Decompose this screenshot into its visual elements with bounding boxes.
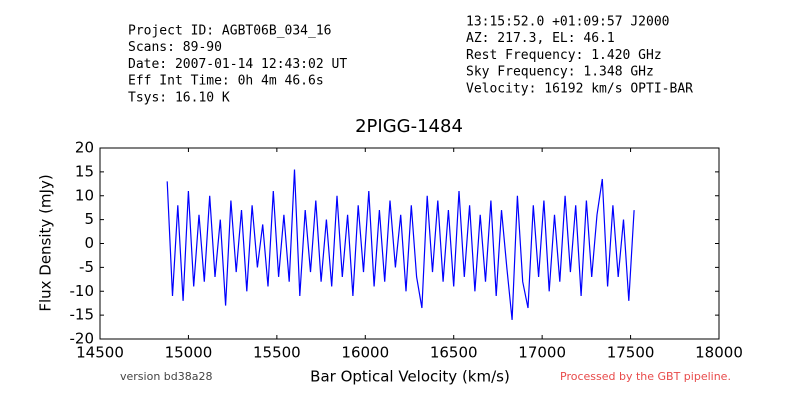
pipeline-note: Processed by the GBT pipeline.	[560, 370, 731, 383]
header-line: Velocity: 16192 km/s OPTI-BAR	[466, 81, 693, 96]
plot-frame	[99, 147, 720, 340]
header-line: Rest Frequency: 1.420 GHz	[466, 48, 662, 63]
y-tick-label: -5	[79, 258, 94, 276]
y-tick-label: -15	[70, 306, 95, 324]
x-tick-label: 15500	[253, 344, 301, 362]
y-tick-label: 10	[75, 186, 94, 204]
header-line: Project ID: AGBT06B_034_16	[128, 24, 332, 39]
header-line: Eff Int Time: 0h 4m 46.6s	[128, 74, 324, 89]
header-line: AZ: 217.3, EL: 46.1	[466, 31, 615, 46]
header-line: Date: 2007-01-14 12:43:02 UT	[128, 57, 347, 72]
x-tick-label: 18000	[695, 344, 743, 362]
chart-title: 2PIGG-1484	[355, 116, 463, 137]
y-tick-label: 15	[75, 162, 94, 180]
header-line: Sky Frequency: 1.348 GHz	[466, 65, 654, 80]
x-tick-label: 17500	[607, 344, 655, 362]
x-tick-label: 14500	[76, 344, 124, 362]
y-tick-label: -10	[70, 282, 95, 300]
x-axis-label: Bar Optical Velocity (km/s)	[310, 368, 510, 386]
x-tick-label: 15000	[165, 344, 213, 362]
spectrum-line	[166, 169, 635, 320]
header-line: Scans: 89-90	[128, 40, 222, 55]
y-tick-label: -20	[70, 330, 95, 348]
x-tick-label: 16500	[430, 344, 478, 362]
x-tick-label: 17000	[518, 344, 566, 362]
y-tick-label: 20	[75, 139, 94, 157]
y-tick-label: 5	[84, 210, 94, 228]
header-line: 13:15:52.0 +01:09:57 J2000	[466, 15, 670, 30]
header-line: Tsys: 16.10 K	[128, 90, 230, 105]
version-note: version bd38a28	[120, 370, 213, 383]
x-tick-label: 16000	[341, 344, 389, 362]
y-tick-label: 0	[84, 234, 94, 252]
y-axis-label: Flux Density (mJy)	[37, 174, 55, 311]
